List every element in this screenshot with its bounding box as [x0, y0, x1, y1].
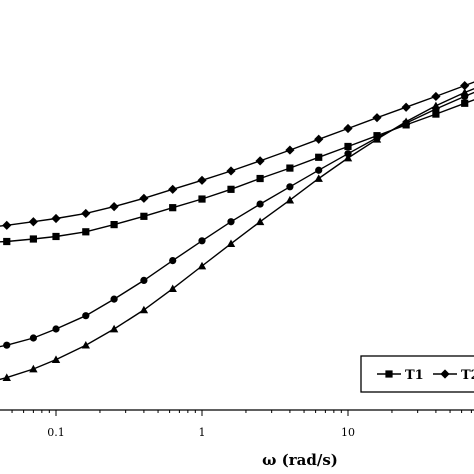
data-point — [431, 91, 441, 102]
data-point — [431, 101, 441, 110]
data-point — [461, 99, 469, 107]
data-point — [82, 228, 90, 236]
legend-label: T2 — [461, 368, 474, 383]
data-point — [109, 324, 119, 333]
data-point — [285, 195, 295, 204]
data-point — [140, 276, 148, 284]
series-layer — [0, 81, 474, 381]
data-point — [432, 110, 440, 118]
legend-entry: T2 — [433, 368, 474, 383]
data-point — [460, 88, 469, 96]
data-point — [255, 156, 265, 166]
legend: T1 T2 — [360, 355, 474, 393]
data-point — [343, 123, 353, 134]
data-point — [314, 174, 323, 182]
legend-items: T1 T2 — [377, 368, 474, 383]
data-point — [52, 325, 60, 333]
data-point — [401, 117, 411, 125]
data-point — [286, 164, 294, 172]
legend-entry: T1 — [377, 368, 424, 383]
series-4 — [0, 87, 474, 381]
data-point — [81, 341, 91, 349]
data-point — [255, 217, 265, 226]
data-point — [109, 202, 119, 212]
data-point — [2, 373, 11, 381]
data-point — [344, 142, 352, 151]
data-point — [2, 220, 12, 230]
legend-label: T1 — [405, 368, 424, 383]
data-point — [285, 145, 295, 155]
data-point — [256, 200, 264, 208]
series-1 — [0, 99, 474, 246]
data-point — [226, 166, 236, 176]
data-point — [372, 113, 382, 123]
series-2 — [0, 81, 474, 230]
data-point — [226, 239, 236, 248]
x-tick-layer: 0.1 1 10 — [11, 410, 472, 439]
data-point — [286, 183, 294, 191]
data-point — [110, 295, 118, 303]
data-point — [315, 166, 323, 174]
series-line — [0, 81, 474, 227]
legend-marker — [440, 369, 450, 379]
data-point — [256, 174, 264, 183]
series-3 — [0, 91, 474, 349]
data-point — [169, 257, 177, 265]
data-point — [372, 135, 382, 143]
data-point — [197, 175, 207, 185]
data-point — [28, 217, 38, 227]
data-point — [460, 81, 470, 91]
data-point — [168, 284, 177, 293]
data-point — [110, 221, 118, 229]
data-point — [29, 334, 37, 342]
data-point — [3, 341, 11, 349]
data-point — [81, 208, 91, 219]
data-point — [314, 134, 324, 144]
x-tick-label: 1 — [199, 426, 206, 439]
data-point — [344, 150, 352, 158]
data-point — [198, 195, 206, 203]
data-point — [139, 305, 149, 314]
data-point — [168, 184, 178, 194]
data-point — [197, 261, 207, 270]
data-point — [227, 185, 235, 193]
data-point — [401, 102, 411, 112]
data-point — [343, 153, 353, 162]
data-point — [82, 312, 90, 320]
data-point — [52, 232, 60, 241]
series-line — [0, 99, 474, 243]
x-tick-label: 10 — [341, 426, 355, 439]
x-tick-label: 0.1 — [47, 426, 65, 439]
data-point — [3, 237, 11, 246]
data-point — [29, 235, 37, 243]
data-point — [198, 237, 206, 245]
data-point — [169, 204, 177, 212]
data-point — [315, 153, 323, 161]
legend-marker — [385, 370, 393, 378]
data-point — [139, 193, 149, 203]
data-point — [227, 218, 235, 226]
data-point — [140, 212, 148, 220]
data-point — [51, 213, 61, 224]
data-point — [29, 364, 38, 373]
data-point — [51, 355, 61, 363]
x-axis-title: ω (rad/s) — [262, 451, 338, 469]
